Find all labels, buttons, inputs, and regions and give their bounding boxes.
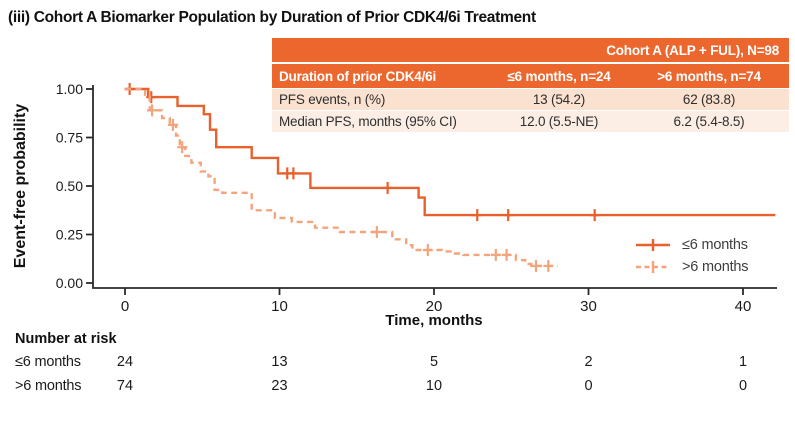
risk-value: 74 (116, 378, 134, 394)
risk-value: 5 (429, 354, 439, 370)
x-tick-label: 30 (580, 298, 597, 315)
col-gt6-header-cell: >6 months, n=74 (629, 63, 790, 89)
table-row-pfs-events: PFS events, n (%) 13 (54.2) 62 (83.8) (272, 88, 790, 111)
col-le6-header-cell: ≤6 months, n=24 (489, 63, 629, 89)
risk-value: 0 (738, 378, 748, 394)
x-tick-label: 20 (426, 298, 443, 315)
legend-item-le6: ≤6 months (633, 234, 748, 256)
row-label: Median PFS, months (95% CI) (272, 110, 489, 132)
x-tick-label: 10 (271, 298, 288, 315)
risk-value: 2 (584, 354, 593, 370)
summary-table: Cohort A (ALP + FUL), N=98 Duration of p… (272, 38, 790, 132)
y-tick-label: 0.50 (56, 178, 83, 194)
legend-item-gt6: >6 months (633, 256, 749, 278)
risk-row-label-gt6: >6 months (15, 378, 82, 394)
legend-label: ≤6 months (682, 237, 748, 253)
x-axis-label: Time, months (385, 312, 483, 329)
risk-value: 13 (271, 354, 288, 370)
y-tick-label: 0.75 (56, 130, 83, 146)
table-row-median-pfs: Median PFS, months (95% CI) 12.0 (5.5-NE… (272, 110, 790, 132)
x-tick-label: 40 (735, 298, 752, 315)
risk-value: 0 (584, 378, 593, 394)
row-value: 12.0 (5.5-NE) (489, 110, 629, 132)
y-tick-label: 0.00 (56, 275, 83, 291)
risk-value: 1 (738, 354, 748, 370)
cohort-header-cell: Cohort A (ALP + FUL), N=98 (272, 38, 790, 64)
row-value: 13 (54.2) (489, 88, 629, 111)
risk-value: 10 (425, 378, 443, 394)
figure-title: (iii) Cohort A Biomarker Population by D… (8, 9, 536, 26)
legend: ≤6 months >6 months (633, 234, 749, 278)
risk-row-label-le6: ≤6 months (15, 354, 81, 370)
axes (92, 85, 777, 289)
row-label: PFS events, n (%) (272, 88, 489, 111)
row-value: 6.2 (5.4-8.5) (629, 110, 790, 132)
y-axis-label: Event-free probability (12, 103, 29, 269)
duration-header-cell: Duration of prior CDK4/6i (272, 63, 489, 89)
risk-value: 24 (116, 354, 134, 370)
y-tick-label: 0.25 (56, 227, 83, 243)
x-tick-label: 0 (121, 298, 129, 315)
row-value: 62 (83.8) (629, 88, 790, 111)
legend-line-dashed-icon (636, 261, 670, 273)
km-curve-le6-months (125, 87, 776, 217)
legend-line-solid-icon (636, 239, 670, 251)
risk-value: 23 (271, 378, 288, 394)
km-plot: 0.00 0.25 0.50 0.75 1.00 0 10 20 30 40 (56, 81, 777, 315)
legend-label: >6 months (682, 259, 749, 275)
number-at-risk-title: Number at risk (15, 331, 117, 347)
y-tick-label: 1.00 (56, 81, 83, 97)
